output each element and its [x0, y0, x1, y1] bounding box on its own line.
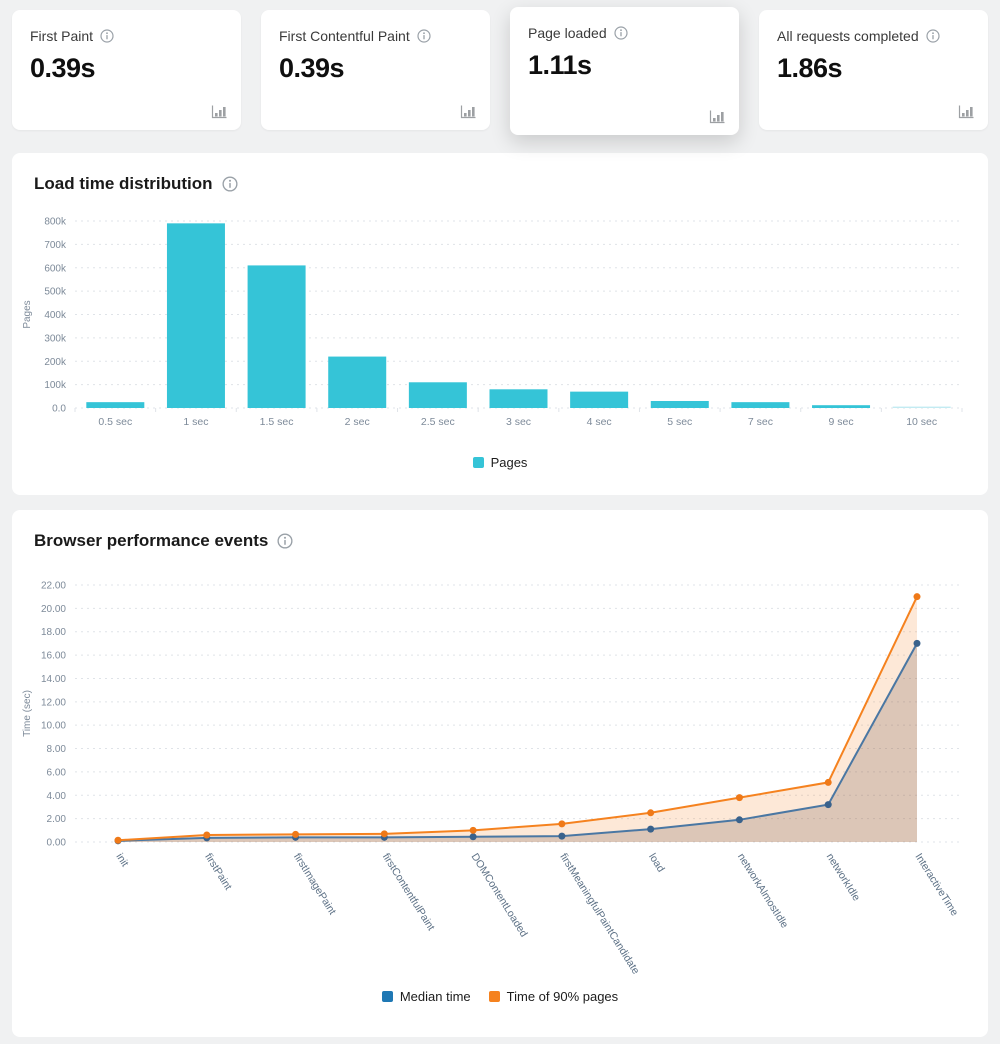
legend-swatch — [381, 991, 393, 1002]
svg-text:networkIdle: networkIdle — [824, 851, 863, 903]
svg-text:Pages: Pages — [22, 300, 33, 328]
svg-text:0.0: 0.0 — [52, 404, 66, 415]
metric-card-page-loaded[interactable]: Page loaded 1.11s — [510, 7, 739, 135]
svg-text:14.00: 14.00 — [41, 674, 66, 685]
svg-text:DOMContentLoaded: DOMContentLoaded — [469, 851, 530, 939]
svg-text:load: load — [646, 851, 667, 874]
svg-text:1.5 sec: 1.5 sec — [260, 416, 294, 428]
legend-label: Pages — [490, 455, 528, 470]
mini-bar-chart-icon — [460, 105, 476, 119]
svg-text:12.00: 12.00 — [41, 697, 66, 708]
svg-text:5 sec: 5 sec — [667, 416, 692, 428]
legend-label: Median time — [399, 989, 471, 1004]
metric-value: 1.11s — [528, 50, 592, 80]
svg-text:firstImagePaint: firstImagePaint — [291, 851, 338, 917]
svg-text:100k: 100k — [44, 380, 67, 391]
svg-text:20.00: 20.00 — [41, 604, 66, 615]
svg-text:3 sec: 3 sec — [506, 416, 531, 428]
svg-text:4 sec: 4 sec — [587, 416, 612, 428]
metric-label: All requests completed — [777, 28, 919, 44]
svg-text:1 sec: 1 sec — [183, 416, 208, 428]
info-icon[interactable] — [100, 29, 114, 43]
svg-text:0.00: 0.00 — [47, 838, 67, 849]
metric-label: First Paint — [30, 28, 94, 44]
metric-value: 0.39s — [279, 53, 345, 83]
metric-cards-row: First Paint 0.39s First Contentful Paint… — [0, 0, 1000, 135]
metric-value: 0.39s — [30, 53, 96, 83]
metric-card-all-requests-completed[interactable]: All requests completed 1.86s — [759, 10, 988, 130]
svg-text:22.00: 22.00 — [41, 581, 66, 592]
info-icon[interactable] — [417, 29, 431, 43]
svg-text:700k: 700k — [44, 240, 67, 251]
metric-card-first-contentful-paint[interactable]: First Contentful Paint 0.39s — [261, 10, 490, 130]
svg-text:init: init — [113, 851, 130, 869]
svg-text:2.00: 2.00 — [47, 814, 67, 825]
metric-card-first-paint[interactable]: First Paint 0.39s — [12, 10, 241, 130]
panel-title-events: Browser performance events — [34, 531, 269, 550]
svg-text:600k: 600k — [44, 263, 67, 274]
svg-text:400k: 400k — [44, 310, 67, 321]
legend-item-pages[interactable]: Pages — [472, 455, 528, 470]
browser-performance-events-chart: 0.00 2.00 4.00 6.00 8.00 10.00 12.00 14.00 16.00… — [22, 581, 962, 977]
info-icon[interactable] — [221, 176, 238, 192]
mini-bar-chart-icon — [211, 105, 227, 119]
bar-chart-legend: Pages — [12, 455, 988, 470]
info-icon[interactable] — [926, 29, 940, 43]
svg-text:7 sec: 7 sec — [748, 416, 773, 428]
svg-text:InteractiveTime: InteractiveTime — [912, 851, 960, 918]
svg-text:firstContentfulPaint: firstContentfulPaint — [380, 851, 437, 933]
metric-label: First Contentful Paint — [279, 28, 410, 44]
info-icon[interactable] — [277, 533, 293, 549]
legend-item-median-time[interactable]: Median time — [381, 989, 471, 1004]
svg-text:6.00: 6.00 — [47, 767, 67, 778]
svg-text:2.5 sec: 2.5 sec — [421, 416, 455, 428]
metric-label: Page loaded — [528, 25, 607, 41]
svg-text:300k: 300k — [44, 333, 67, 344]
svg-text:18.00: 18.00 — [41, 627, 66, 638]
svg-text:2 sec: 2 sec — [345, 416, 370, 428]
svg-text:10 sec: 10 sec — [906, 416, 937, 428]
info-icon[interactable] — [614, 26, 628, 40]
legend-label: Time of 90% pages — [506, 989, 619, 1004]
legend-swatch — [472, 457, 484, 468]
svg-text:800k: 800k — [44, 217, 67, 228]
load-time-distribution-chart: 0.0 100k 200k 300k 400k 500k 600k 700k 800k Pages… — [22, 217, 963, 428]
mini-bar-chart-icon — [958, 105, 974, 119]
svg-text:firstPaint: firstPaint — [202, 851, 234, 892]
svg-text:4.00: 4.00 — [47, 791, 67, 802]
svg-text:0.5 sec: 0.5 sec — [98, 416, 132, 428]
svg-text:Time (sec): Time (sec) — [22, 690, 33, 737]
svg-text:8.00: 8.00 — [47, 744, 67, 755]
svg-text:200k: 200k — [44, 357, 67, 368]
svg-text:firstMeaningfulPaintCandidate: firstMeaningfulPaintCandidate — [557, 851, 641, 976]
svg-text:networkAlmostIdle: networkAlmostIdle — [735, 851, 791, 930]
svg-text:9 sec: 9 sec — [828, 416, 853, 428]
browser-performance-events-panel: Browser performance events 0.00 2.00 4.00 6… — [12, 510, 988, 1037]
legend-swatch — [488, 991, 500, 1002]
load-time-distribution-panel: Load time distribution 0.0 100k 200k 300k 40… — [12, 153, 988, 495]
mini-bar-chart-icon — [709, 110, 725, 124]
svg-text:10.00: 10.00 — [41, 721, 66, 732]
panel-title-load-time: Load time distribution — [34, 174, 213, 193]
svg-text:16.00: 16.00 — [41, 651, 66, 662]
metric-value: 1.86s — [777, 53, 843, 83]
legend-item-time-of-90-pages[interactable]: Time of 90% pages — [488, 989, 619, 1004]
line-chart-legend: Median time Time of 90% pages — [12, 989, 988, 1004]
svg-text:500k: 500k — [44, 287, 67, 298]
